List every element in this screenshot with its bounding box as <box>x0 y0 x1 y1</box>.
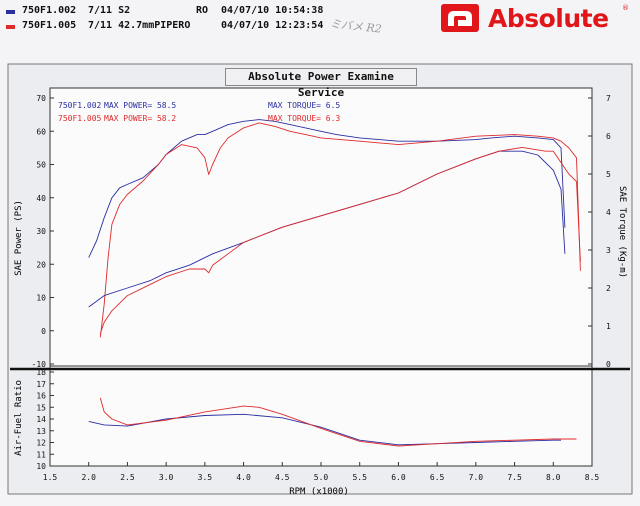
legend-run-2-torque: MAX TORQUE= 6.3 <box>268 114 340 123</box>
power-tick-label: 10 <box>36 294 46 303</box>
power-tick-label: 70 <box>36 94 46 103</box>
brand-logo-text: Absolute <box>488 4 609 33</box>
chart-frame <box>7 63 633 495</box>
rpm-tick-label: 5.0 <box>314 473 329 482</box>
torque-tick-label: 6 <box>606 132 611 141</box>
chart-title: Absolute Power Examine Service <box>225 68 417 99</box>
rpm-tick-label: 1.5 <box>43 473 58 482</box>
rpm-tick-label: 4.0 <box>236 473 251 482</box>
rpm-tick-label: 5.5 <box>352 473 367 482</box>
series-torque-run-2 <box>99 146 581 334</box>
afr-tick-label: 15 <box>36 403 46 412</box>
legend-run-1-power: MAX POWER= 58.5 <box>104 101 176 110</box>
rpm-tick-label: 3.5 <box>198 473 213 482</box>
power-tick-label: 20 <box>36 260 46 269</box>
torque-tick-label: 5 <box>606 170 611 179</box>
legend-run-2-id: 750F1.005 <box>58 114 102 123</box>
power-axis-label: SAE Power (PS) <box>14 200 24 276</box>
power-tick-label: 30 <box>36 227 46 236</box>
afr-tick-label: 16 <box>36 392 46 401</box>
rpm-tick-label: 6.5 <box>430 473 445 482</box>
torque-tick-label: 0 <box>606 360 611 369</box>
rpm-tick-label: 6.0 <box>391 473 406 482</box>
rpm-tick-label: 2.5 <box>120 473 135 482</box>
afr-tick-label: 11 <box>36 450 46 459</box>
afr-tick-label: 14 <box>36 415 46 424</box>
run-2-timestamp: 04/07/10 12:23:54 <box>221 20 324 31</box>
torque-tick-label: 2 <box>606 284 611 293</box>
rpm-tick-label: 2.0 <box>81 473 96 482</box>
series-layer <box>88 119 581 447</box>
chart-legend: 750F1.002 MAX POWER= 58.5 MAX TORQUE= 6.… <box>58 101 340 123</box>
afr-tick-label: 12 <box>36 439 46 448</box>
run-2-date-label: 7/11 42.7mmPIPERO <box>88 20 191 31</box>
afr-tick-label: 10 <box>36 462 46 471</box>
rpm-tick-label: 8.0 <box>546 473 561 482</box>
torque-axis-ticks: 0 1 2 3 4 5 6 7 <box>588 94 611 369</box>
rpm-axis-label: RPM (x1000) <box>289 487 349 497</box>
series-afr-run-2 <box>99 397 577 447</box>
rpm-tick-label: 7.5 <box>507 473 522 482</box>
run-1-date-label: 7/11 S2 <box>88 5 131 16</box>
power-tick-label: 60 <box>36 127 46 136</box>
run-2-id: 750F1.005 <box>22 20 77 31</box>
power-tick-label: 50 <box>36 161 46 170</box>
legend-run-2-power: MAX POWER= 58.2 <box>104 114 176 123</box>
run-1-id: 750F1.002 <box>22 5 77 16</box>
run-1-swatch <box>6 10 15 14</box>
legend-run-1-torque: MAX TORQUE= 6.5 <box>268 101 340 110</box>
afr-tick-label: 17 <box>36 380 46 389</box>
rpm-tick-label: 3.0 <box>159 473 174 482</box>
power-plot-area <box>49 87 593 379</box>
report-header: 750F1.002 7/11 S2 RO 04/07/10 10:54:38 7… <box>0 0 640 60</box>
torque-tick-label: 3 <box>606 246 611 255</box>
power-tick-label: 0 <box>41 327 46 336</box>
afr-axis-ticks: 10 11 12 13 14 15 16 17 18 <box>36 368 54 471</box>
power-tick-label: -10 <box>32 360 47 369</box>
afr-plot-area <box>49 365 593 467</box>
absolute-logo-icon <box>441 4 479 32</box>
run-2-swatch <box>6 25 15 29</box>
rpm-tick-label: 4.5 <box>275 473 290 482</box>
series-power-run-1 <box>88 119 566 258</box>
torque-tick-label: 7 <box>606 94 611 103</box>
rpm-tick-label: 8.5 <box>585 473 600 482</box>
torque-tick-label: 1 <box>606 322 611 331</box>
power-tick-label: 40 <box>36 194 46 203</box>
legend-run-1-id: 750F1.002 <box>58 101 102 110</box>
series-power-run-2 <box>99 122 581 338</box>
torque-axis-label: SAE Torque (Kg-m) <box>617 186 627 278</box>
rpm-tick-label: 7.0 <box>469 473 484 482</box>
registered-mark: ® <box>622 4 629 12</box>
run-1-timestamp: 04/07/10 10:54:38 <box>221 5 324 16</box>
run-1-code: RO <box>196 5 209 16</box>
rpm-axis-ticks: 1.5 2.0 2.5 3.0 3.5 4.0 4.5 5.0 5.5 6.0 6.5 7.0 7.5 8… <box>43 462 600 482</box>
afr-axis-label: Air-Fuel Ratio <box>14 380 24 456</box>
afr-tick-label: 18 <box>36 368 46 377</box>
torque-tick-label: 4 <box>606 208 611 217</box>
power-axis-ticks: -10 0 10 20 30 40 50 60 70 <box>32 94 54 369</box>
afr-tick-label: 13 <box>36 427 46 436</box>
